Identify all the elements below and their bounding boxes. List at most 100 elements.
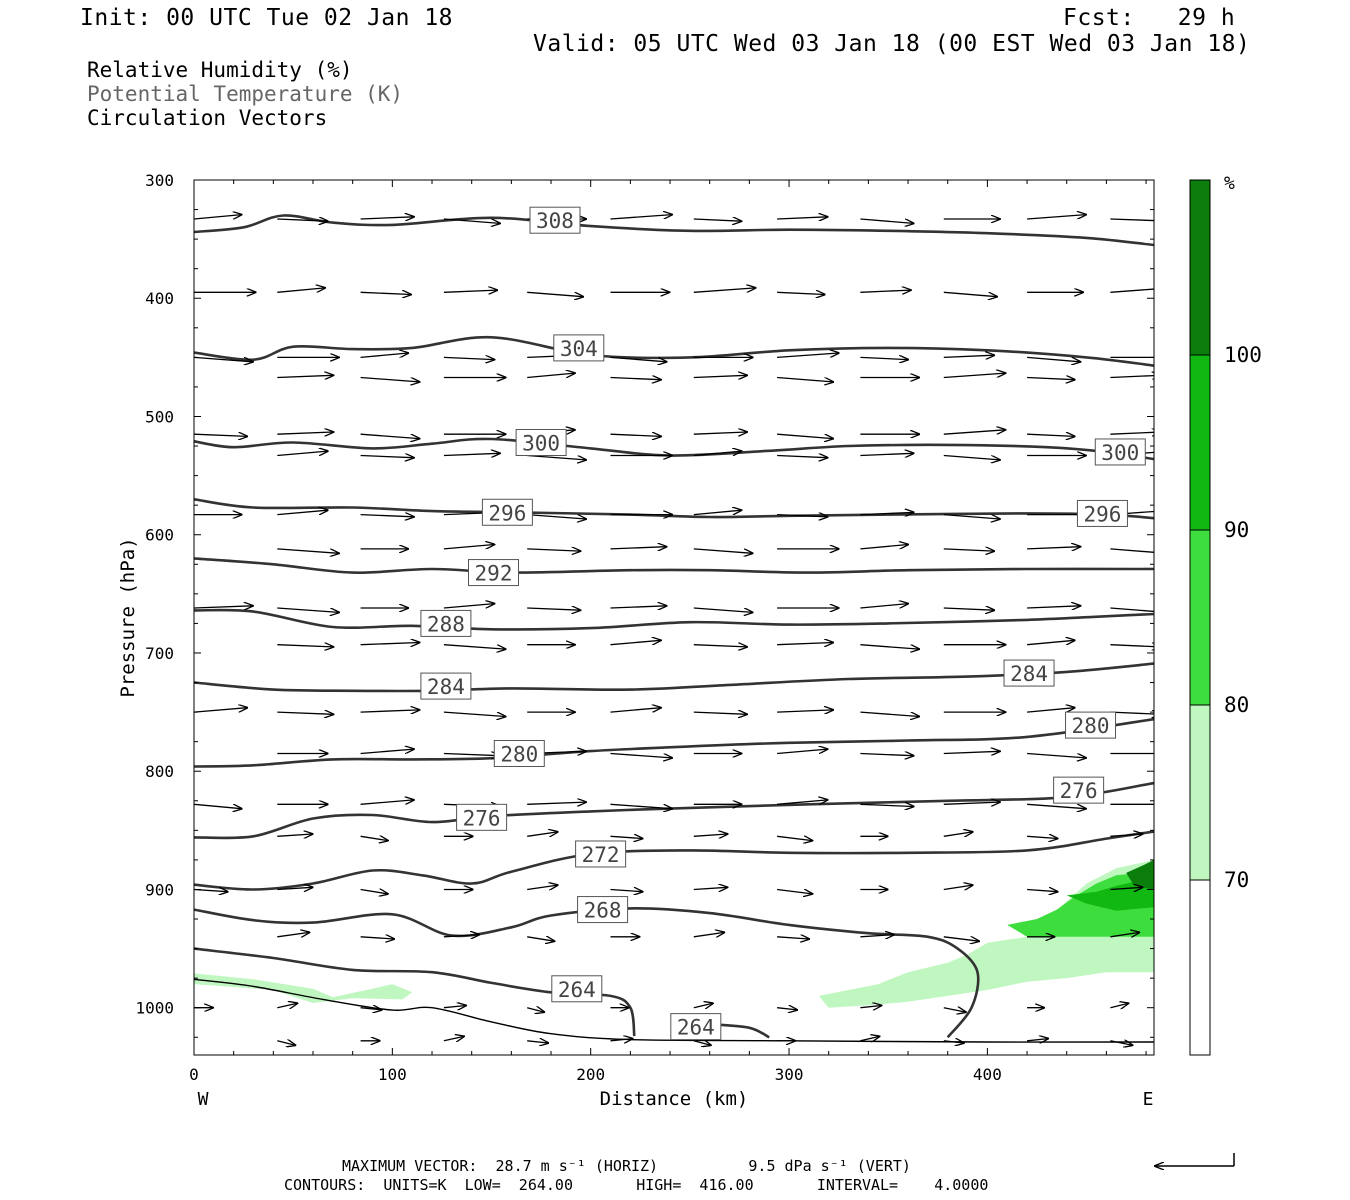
wind-vector bbox=[443, 644, 506, 649]
colorbar-unit: % bbox=[1224, 173, 1235, 194]
wind-vector bbox=[777, 890, 812, 894]
reference-vector-icon bbox=[1155, 1153, 1235, 1166]
wind-vector bbox=[443, 1006, 466, 1008]
wind-vector bbox=[360, 433, 420, 438]
wind-vector bbox=[610, 1039, 633, 1041]
svg-text:296: 296 bbox=[488, 501, 526, 525]
svg-text:300: 300 bbox=[522, 432, 560, 456]
wind-vector bbox=[443, 935, 479, 937]
wind-vector bbox=[360, 710, 420, 712]
wind-vector bbox=[1027, 1039, 1048, 1041]
contour-label: 292 bbox=[468, 559, 520, 587]
svg-text:308: 308 bbox=[536, 209, 574, 233]
wind-vector bbox=[1027, 606, 1080, 608]
wind-vector bbox=[693, 607, 753, 612]
wind-vector bbox=[693, 288, 756, 293]
theta-contour-288 bbox=[194, 608, 1154, 631]
wind-vector bbox=[693, 1003, 713, 1007]
svg-text:304: 304 bbox=[560, 337, 598, 361]
contour-label: 264 bbox=[670, 1013, 722, 1041]
theta-contour-292 bbox=[194, 557, 1154, 574]
wind-vector bbox=[360, 217, 414, 219]
wind-vector bbox=[943, 751, 1000, 753]
theta-contour-284 bbox=[194, 662, 1154, 693]
wind-vector bbox=[1110, 432, 1154, 434]
wind-vector bbox=[443, 453, 500, 455]
colorbar-label: 90 bbox=[1224, 518, 1249, 542]
legend-theta: Potential Temperature (K) bbox=[87, 82, 404, 106]
wind-vector bbox=[693, 432, 747, 434]
colorbar-label: 100 bbox=[1224, 343, 1262, 367]
wind-vector bbox=[693, 1041, 711, 1045]
wind-vector bbox=[610, 434, 661, 436]
contour-label: 280 bbox=[493, 739, 545, 767]
x-tick-label: 0 bbox=[189, 1065, 199, 1084]
wind-vector bbox=[1110, 607, 1154, 613]
wind-vector bbox=[610, 640, 661, 646]
contour-label: 304 bbox=[553, 334, 605, 362]
y-tick-label: 1000 bbox=[135, 999, 174, 1018]
x-tick-label: 300 bbox=[775, 1065, 804, 1084]
wind-vector bbox=[860, 357, 908, 359]
east-label: E bbox=[1143, 1089, 1154, 1110]
wind-vector bbox=[777, 800, 827, 805]
colorbar-segment bbox=[1190, 355, 1210, 530]
wind-vector bbox=[1027, 803, 1086, 808]
wind-vector bbox=[1027, 836, 1057, 838]
wind-vector bbox=[777, 643, 833, 645]
rh-fill->100 bbox=[1126, 859, 1154, 890]
wind-vector bbox=[610, 378, 661, 380]
wind-vector bbox=[360, 890, 388, 894]
wind-vector bbox=[943, 832, 973, 836]
contour-label: 276 bbox=[456, 803, 508, 831]
theta-contour-268 bbox=[194, 907, 980, 1039]
wind-vector bbox=[443, 290, 497, 292]
wind-vector bbox=[527, 513, 586, 519]
wind-vector bbox=[610, 356, 667, 361]
wind-vector bbox=[777, 433, 833, 438]
wind-vector bbox=[777, 376, 833, 382]
wind-vector bbox=[610, 803, 673, 808]
svg-text:276: 276 bbox=[1060, 779, 1098, 803]
wind-vector bbox=[443, 357, 494, 359]
wind-vector bbox=[777, 515, 827, 517]
wind-vector bbox=[610, 547, 667, 549]
svg-text:300: 300 bbox=[1101, 441, 1139, 465]
x-tick-label: 400 bbox=[973, 1065, 1002, 1084]
y-tick-label: 600 bbox=[145, 526, 174, 545]
wind-vector bbox=[943, 1008, 966, 1012]
wind-vector bbox=[860, 1006, 881, 1008]
wind-vector bbox=[1110, 712, 1154, 714]
y-tick-label: 800 bbox=[145, 762, 174, 781]
wind-vector bbox=[1110, 1041, 1132, 1045]
wind-vector bbox=[943, 373, 1006, 379]
wind-vector bbox=[443, 754, 500, 756]
wind-vector bbox=[777, 937, 809, 939]
wind-vector bbox=[360, 456, 414, 458]
svg-text:284: 284 bbox=[1010, 662, 1048, 686]
wind-vector bbox=[943, 513, 1000, 519]
theta-contour-280 bbox=[194, 717, 1154, 768]
theta-contour-264 bbox=[194, 947, 636, 1037]
wind-vector bbox=[860, 453, 913, 455]
wind-vector bbox=[610, 606, 667, 608]
svg-text:264: 264 bbox=[677, 1016, 715, 1040]
wind-vector bbox=[527, 1008, 544, 1012]
wind-vector bbox=[527, 832, 557, 836]
y-tick-label: 300 bbox=[145, 171, 174, 190]
wind-vector bbox=[777, 710, 833, 712]
wind-vector bbox=[693, 887, 728, 889]
wind-vector bbox=[610, 890, 643, 892]
wind-vector bbox=[777, 836, 812, 840]
wind-vector bbox=[943, 291, 997, 296]
svg-text:292: 292 bbox=[475, 562, 513, 586]
wind-vector bbox=[693, 834, 728, 836]
wind-vector bbox=[194, 215, 242, 220]
wind-vector bbox=[1110, 932, 1139, 936]
wind-vector bbox=[860, 545, 908, 550]
wind-vector bbox=[277, 887, 312, 889]
wind-vector bbox=[693, 645, 747, 647]
max-vector-text: MAXIMUM VECTOR: 28.7 m s⁻¹ (HORIZ) 9.5 d… bbox=[342, 1157, 911, 1175]
contour-label: 288 bbox=[420, 609, 472, 637]
